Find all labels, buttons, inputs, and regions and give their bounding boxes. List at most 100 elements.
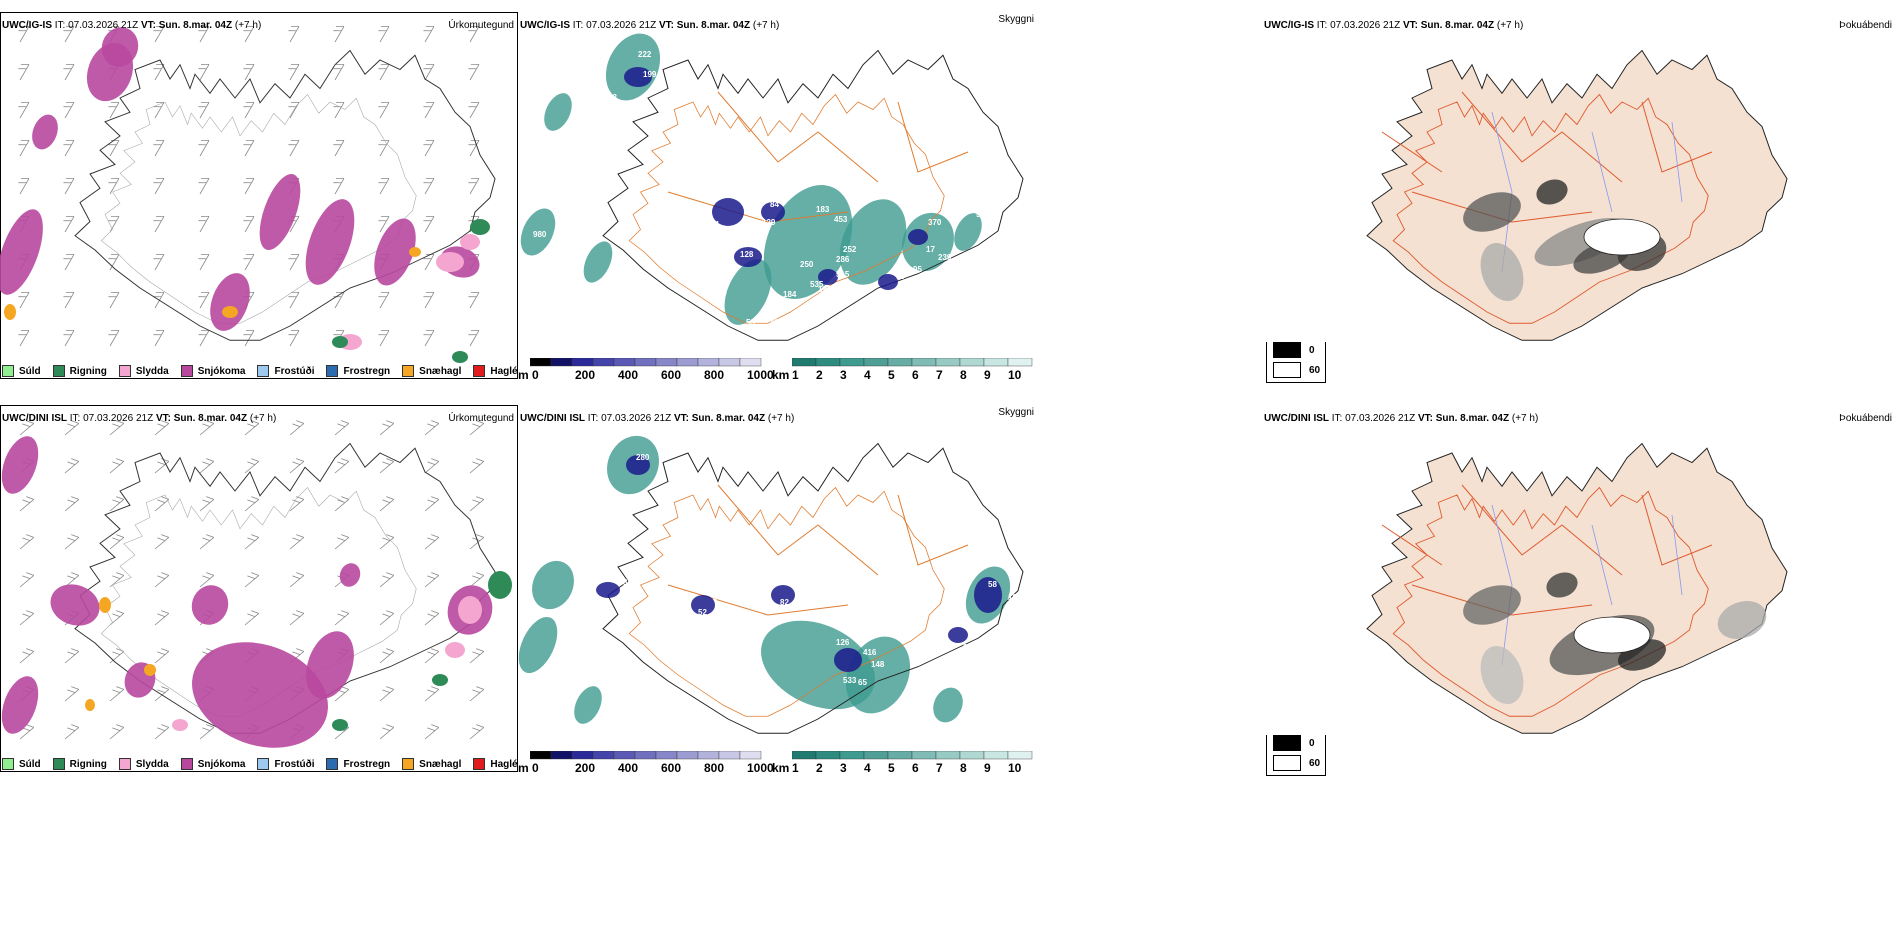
legend-label: Súld	[19, 758, 41, 770]
legend-item: Slydda	[118, 758, 169, 770]
cloud-base-value: 222	[638, 50, 652, 59]
wind-barb	[153, 139, 165, 157]
fog-index-legend: 0 60	[1266, 730, 1326, 776]
wind-barb	[424, 534, 440, 550]
wind-barb	[424, 572, 440, 588]
colorbar-step	[911, 358, 937, 367]
panel-header: UWC/IG-IS IT: 07.03.2026 21Z VT: Sun. 8.…	[1264, 20, 1523, 31]
forecast-offset: (+7 h)	[1509, 413, 1539, 424]
colorbar-tick: 9	[984, 761, 991, 775]
wind-barb	[469, 724, 485, 740]
wind-barb	[154, 648, 170, 664]
cloud-base-colorbar: m 0 200 400 600 800 1000	[518, 751, 774, 775]
fog-legend-row: 60	[1273, 362, 1320, 378]
cloud-base-value: 135	[938, 270, 952, 279]
cloud-base-value: 33	[608, 93, 617, 102]
wind-barb	[154, 496, 170, 512]
wind-barb	[423, 177, 435, 195]
colorbar-tick: 600	[661, 761, 682, 775]
legend-swatch	[402, 365, 415, 377]
colorbar-step	[634, 358, 657, 367]
wind-barb	[64, 724, 80, 740]
colorbar-tick: 1000	[747, 761, 774, 775]
wind-barb	[333, 291, 345, 309]
colorbar-tick: 2	[816, 368, 823, 382]
precip-type-panel: UWC/IG-IS IT: 07.03.2026 21Z VT: Sun. 8.…	[0, 12, 520, 379]
colorbar-step	[983, 751, 1009, 760]
panel-title: Skyggni	[998, 14, 1034, 25]
road-network	[1392, 93, 1709, 324]
wind-barb	[198, 139, 210, 157]
colorbar-tick: 200	[575, 368, 596, 382]
wind-barb	[109, 458, 125, 474]
colorbar-step	[863, 358, 889, 367]
low-visibility-area	[954, 213, 982, 251]
colorbar-step	[634, 751, 657, 760]
wind-barb	[154, 458, 170, 474]
legend-label: Snæhagl	[419, 365, 462, 377]
cloud-base-value: 111	[578, 580, 591, 589]
wind-barb	[243, 329, 255, 347]
wind-barb	[244, 610, 260, 626]
colorbar-step	[655, 751, 678, 760]
low-visibility-area	[839, 199, 907, 285]
wind-barb	[153, 329, 165, 347]
wind-barb	[199, 572, 215, 588]
precip-type-panel: UWC/DINI ISL IT: 07.03.2026 21Z VT: Sun.…	[0, 405, 520, 772]
sleet-area	[458, 596, 482, 624]
wind-barb	[108, 101, 120, 119]
iceland-outline	[602, 49, 1024, 341]
panel-title: Úrkomutegund	[448, 20, 514, 31]
wind-barb	[243, 63, 255, 81]
legend-item: Frostúði	[257, 365, 314, 377]
wind-barb	[379, 458, 395, 474]
wind-barb	[469, 572, 485, 588]
legend-swatch	[473, 365, 486, 377]
legend-swatch	[180, 758, 193, 770]
wind-barb	[64, 686, 80, 702]
low-cloud-base-area	[761, 202, 785, 222]
wind-barb	[198, 215, 210, 233]
colorbar-step	[887, 751, 913, 760]
fog-area	[1536, 179, 1568, 205]
wind-barb	[469, 648, 485, 664]
low-visibility-area	[583, 241, 613, 283]
wind-barb	[469, 686, 485, 702]
wind-barb	[154, 534, 170, 550]
wind-barb	[153, 101, 165, 119]
low-cloud-base-area	[878, 274, 898, 290]
rain-area	[332, 336, 348, 348]
colorbar-step	[935, 751, 961, 760]
wind-barb	[378, 215, 390, 233]
wind-barb	[468, 177, 480, 195]
cloud-base-value: 84	[770, 200, 779, 209]
cloud-base-value: 16	[956, 598, 965, 607]
colorbar-tick: 4	[864, 761, 871, 775]
road-network	[667, 484, 969, 616]
cloud-base-value: 52	[698, 608, 707, 617]
wind-barb	[468, 63, 480, 81]
fog-legend-swatch	[1273, 342, 1301, 358]
legend-item: Slydda	[118, 365, 169, 377]
cloud-base-value: 533	[843, 676, 857, 685]
road-network	[628, 93, 945, 324]
wind-barb	[198, 329, 210, 347]
snow-area	[101, 27, 139, 67]
wind-barb	[199, 724, 215, 740]
river-network	[1491, 504, 1683, 666]
colorbar-scale	[792, 751, 1033, 760]
colorbar-step	[839, 358, 865, 367]
snow-area	[259, 174, 301, 250]
low-visibility-area	[845, 636, 911, 714]
rain-area	[488, 571, 512, 599]
cloud-base-value: 21	[693, 335, 702, 344]
wind-barb	[64, 420, 80, 436]
wind-barb	[18, 63, 30, 81]
wind-barb	[469, 496, 485, 512]
wind-barb	[18, 101, 30, 119]
legend-item: Frostúði	[257, 758, 314, 770]
wind-barb	[424, 610, 440, 626]
wind-barb	[378, 63, 390, 81]
model-name: UWC/DINI ISL	[520, 413, 585, 424]
